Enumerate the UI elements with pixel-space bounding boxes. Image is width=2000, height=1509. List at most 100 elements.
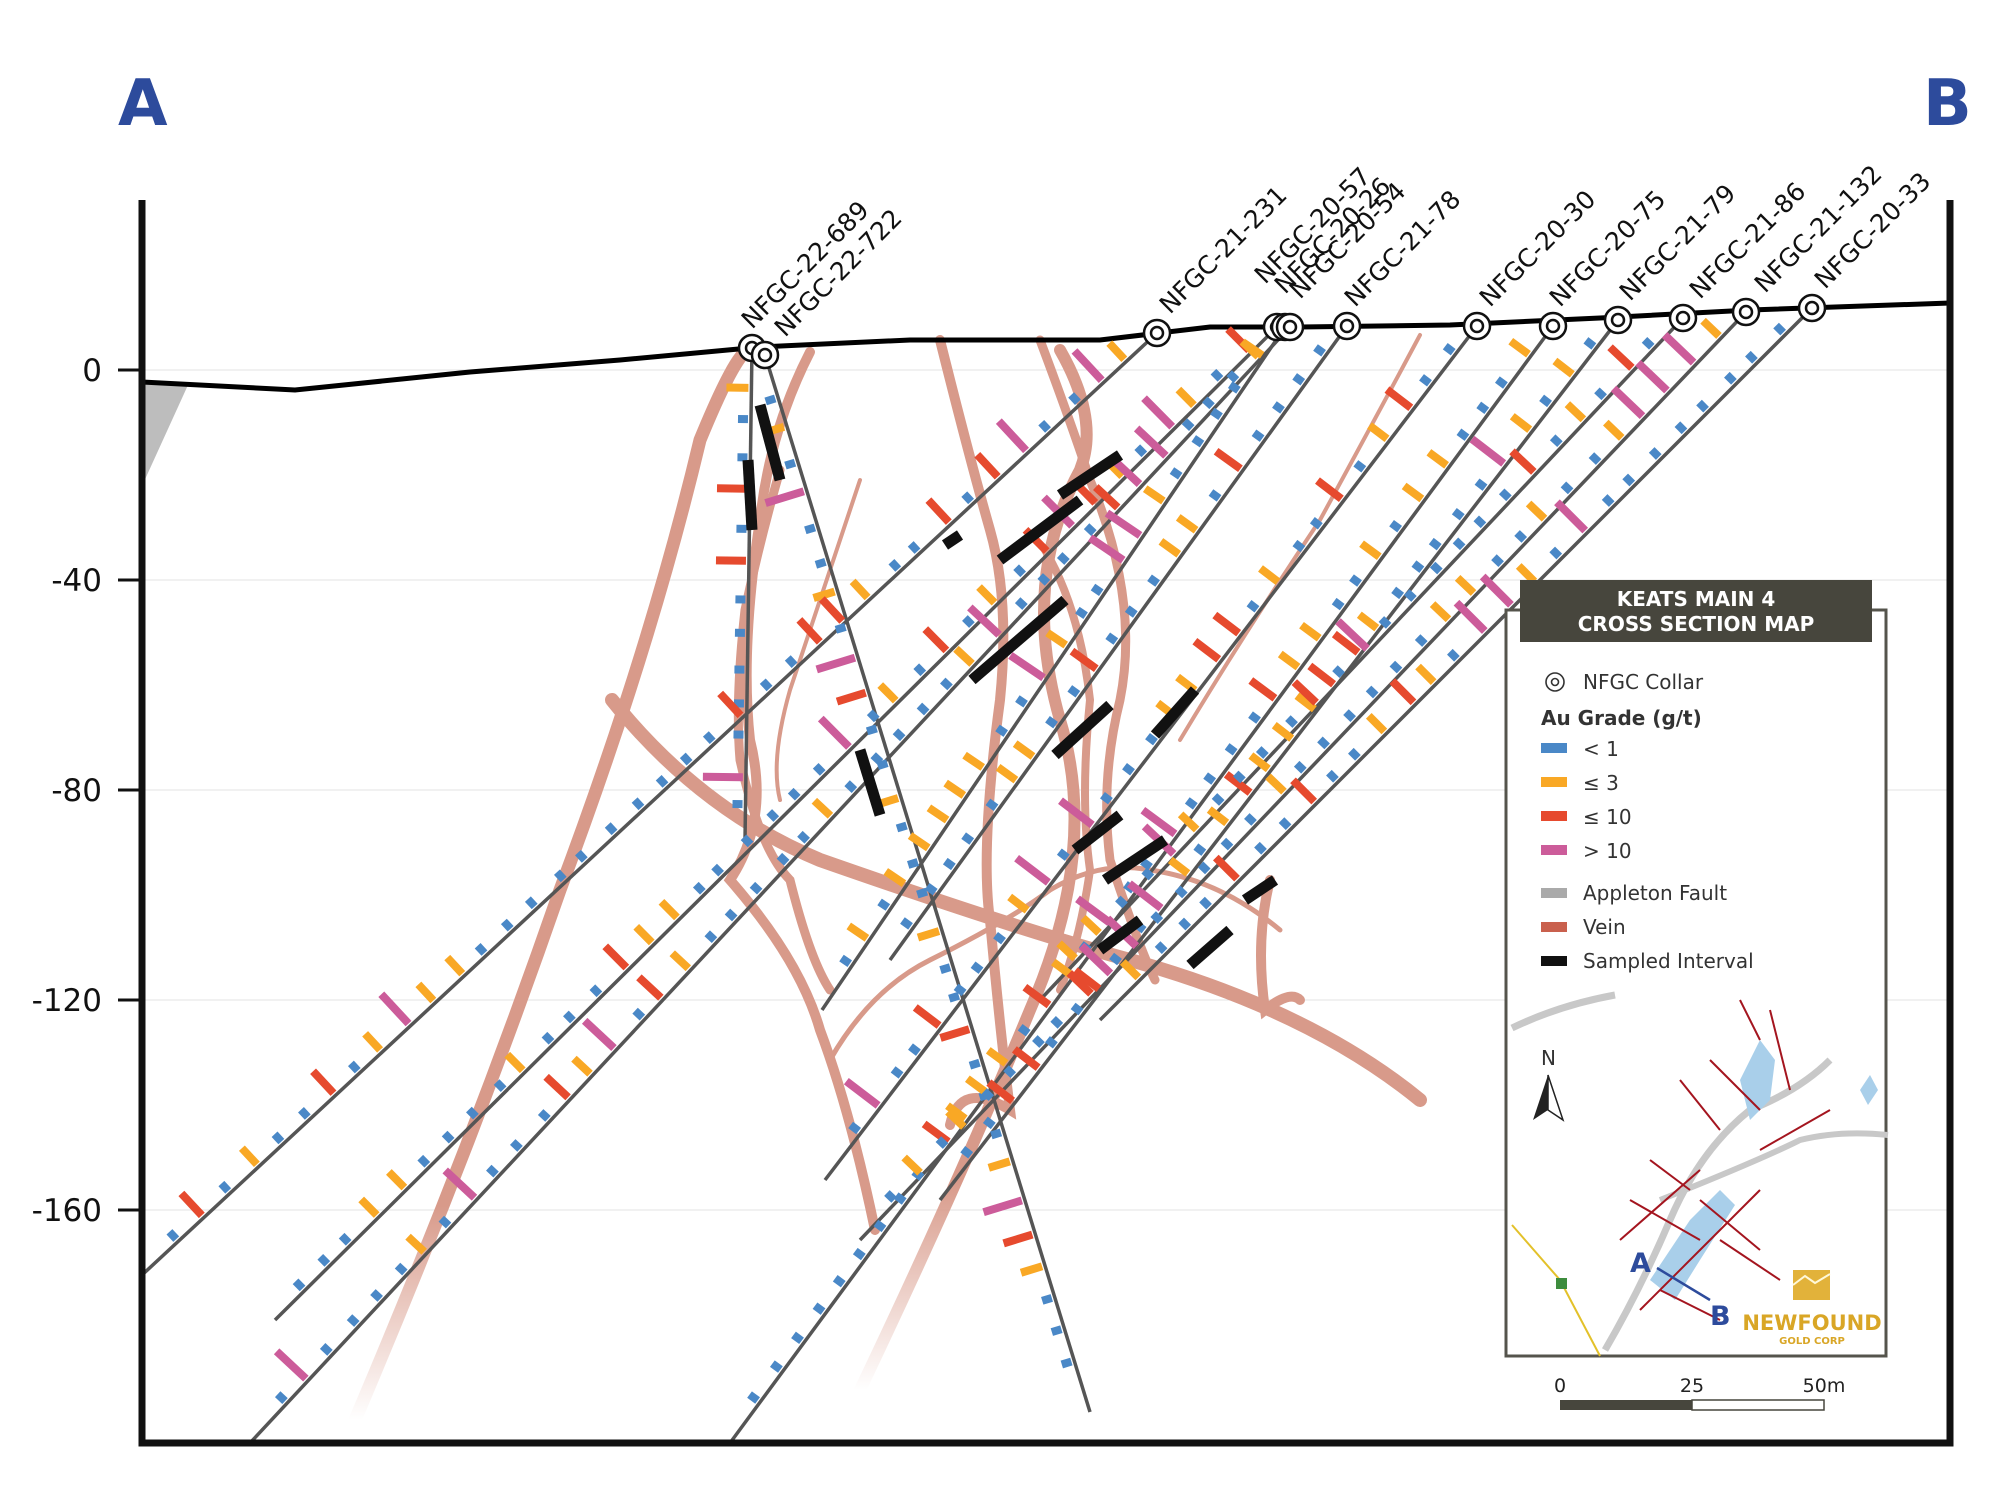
collar-icon bbox=[1538, 311, 1568, 341]
assay-bar bbox=[1469, 435, 1507, 467]
assay-bar bbox=[961, 491, 975, 505]
assay-bar bbox=[784, 458, 797, 470]
axis-tick-label: -120 bbox=[32, 983, 102, 1019]
assay-bar bbox=[922, 626, 950, 654]
drill-trace bbox=[1098, 306, 1814, 1022]
assay-bar bbox=[338, 1232, 352, 1246]
assay-bar bbox=[834, 623, 847, 634]
assay-bar bbox=[870, 752, 884, 765]
assay-bar bbox=[1452, 537, 1466, 551]
assay-bar bbox=[1014, 855, 1051, 886]
assay-bar bbox=[1239, 338, 1262, 360]
assay-bar bbox=[1610, 385, 1646, 419]
assay-bar bbox=[370, 1289, 383, 1302]
assay-bar bbox=[1414, 634, 1428, 647]
vein bbox=[1035, 335, 1160, 985]
assay-bar bbox=[993, 931, 1006, 945]
assay-bar bbox=[273, 1348, 309, 1382]
assay-bar bbox=[1290, 777, 1318, 805]
assay-bar bbox=[877, 682, 899, 704]
assay-bar bbox=[1184, 797, 1198, 810]
assay-bar bbox=[1661, 332, 1697, 366]
assay-bar bbox=[1087, 534, 1126, 564]
assay-bar bbox=[1365, 713, 1388, 735]
assay-bar bbox=[1056, 552, 1070, 565]
assay-bar bbox=[876, 759, 889, 770]
assay-bar bbox=[908, 1043, 921, 1056]
sampled-interval bbox=[1051, 700, 1114, 760]
assay-bar bbox=[1313, 344, 1326, 357]
assay-bar bbox=[1211, 793, 1225, 806]
legend-swatch-grade-3 bbox=[1541, 845, 1567, 855]
north-arrow-label: N bbox=[1541, 1046, 1556, 1070]
assay-bar bbox=[877, 898, 891, 911]
assay-bar bbox=[848, 1121, 862, 1135]
assay-bar bbox=[1141, 395, 1176, 430]
assay-bar bbox=[960, 1146, 974, 1159]
assay-bar bbox=[1745, 350, 1758, 364]
assay-bar bbox=[1115, 895, 1128, 909]
assay-bar bbox=[1293, 760, 1307, 774]
assay-bar bbox=[924, 883, 938, 896]
assay-bar bbox=[913, 663, 927, 677]
assay-bar bbox=[1019, 1262, 1044, 1277]
vein bbox=[733, 465, 835, 995]
assay-bar bbox=[347, 1060, 361, 1074]
assay-bar bbox=[589, 984, 603, 998]
assay-bar bbox=[466, 1106, 479, 1120]
assay-bar bbox=[1070, 1002, 1084, 1016]
assay-bar bbox=[632, 1007, 646, 1021]
collar-icon bbox=[750, 340, 780, 370]
assay-bar bbox=[925, 497, 952, 525]
assay-bar bbox=[1141, 867, 1155, 881]
drill-trace bbox=[823, 324, 1479, 1182]
assay-bar bbox=[1212, 611, 1242, 637]
assay-bar bbox=[1603, 419, 1625, 441]
section-frame bbox=[138, 200, 1954, 1447]
assay-bar bbox=[1075, 606, 1088, 620]
assay-bar bbox=[1008, 652, 1046, 682]
assay-bar bbox=[1050, 1015, 1064, 1029]
assay-bar bbox=[319, 1343, 333, 1356]
legend-swatch-grade-1 bbox=[1541, 777, 1567, 787]
assay-bar bbox=[298, 1107, 311, 1120]
assay-bar bbox=[1560, 481, 1574, 495]
assay-bar bbox=[1232, 770, 1246, 784]
axis-tick-label: 0 bbox=[82, 353, 102, 389]
scale-segment-light bbox=[1691, 1399, 1825, 1411]
assay-bar bbox=[1093, 484, 1121, 511]
assay-bar bbox=[852, 1247, 866, 1261]
legend-swatch-fault bbox=[1541, 888, 1567, 898]
assay-bar bbox=[1147, 574, 1160, 587]
assay-bar bbox=[1476, 401, 1490, 415]
assay-bar bbox=[935, 1136, 949, 1149]
scale-label: 25 bbox=[1680, 1375, 1704, 1397]
assay-bar bbox=[1473, 515, 1487, 529]
assay-bar bbox=[1564, 401, 1587, 423]
assay-bar bbox=[1648, 447, 1662, 460]
appleton-fault-wedge bbox=[142, 382, 188, 486]
legend-feature-label: Sampled Interval bbox=[1583, 949, 1754, 973]
assay-bar bbox=[1069, 647, 1099, 672]
inset-fault bbox=[1601, 1057, 1833, 1352]
assay-bar bbox=[832, 1275, 846, 1288]
assay-bar bbox=[1554, 499, 1589, 534]
legend-title-line2: CROSS SECTION MAP bbox=[1578, 612, 1815, 636]
legend-title-line1: KEATS MAIN 4 bbox=[1617, 587, 1776, 611]
assay-bar bbox=[218, 1180, 232, 1194]
vein bbox=[827, 865, 1283, 1063]
assay-bar bbox=[1213, 447, 1243, 472]
collar-icon bbox=[1731, 297, 1761, 327]
assay-bar bbox=[1154, 941, 1168, 954]
legend-header bbox=[1520, 580, 1872, 642]
drill-trace bbox=[888, 324, 1349, 962]
assay-bar bbox=[1007, 893, 1030, 914]
assay-bar bbox=[1013, 564, 1027, 578]
assay-bar bbox=[631, 797, 645, 811]
assay-bar bbox=[1271, 722, 1295, 742]
assay-bar bbox=[948, 991, 961, 1003]
assay-bar bbox=[1178, 917, 1192, 931]
assay-bar bbox=[1674, 421, 1688, 435]
assay-bar bbox=[1068, 392, 1081, 405]
assay-bar bbox=[724, 908, 738, 922]
